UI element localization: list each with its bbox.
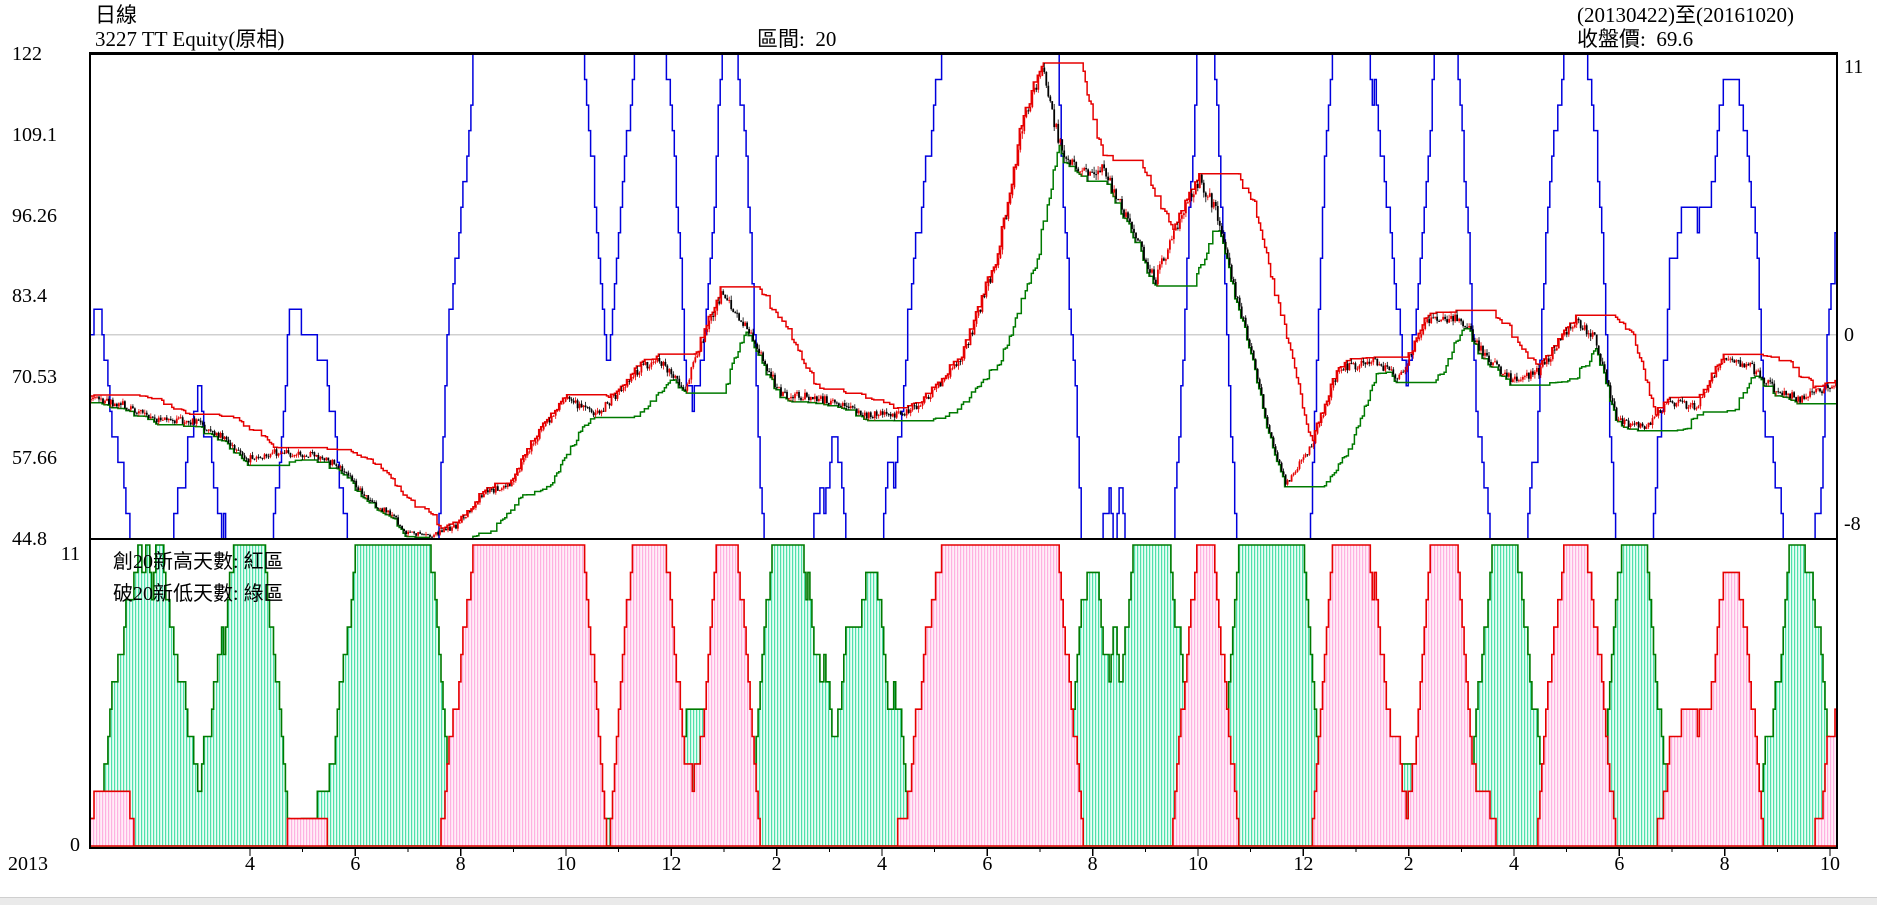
- x-axis-month-label: 4: [245, 853, 255, 875]
- x-axis-month-label: 10: [1188, 853, 1208, 875]
- count-axis-tick: 11: [60, 543, 80, 565]
- horizontal-scrollbar[interactable]: [0, 897, 1877, 905]
- price-axis-tick: 44.8: [12, 528, 47, 550]
- x-axis-month-label: 12: [661, 853, 682, 875]
- legend-new-high: 創20新高天數: 紅區: [113, 551, 284, 573]
- x-axis-month-label: 8: [1719, 853, 1730, 875]
- new-high-days-area: [91, 544, 1836, 847]
- x-axis-month-label: 2: [1403, 853, 1414, 875]
- symbol-label: 3227 TT Equity(原相): [95, 27, 285, 51]
- oscillator-axis-tick: -8: [1844, 513, 1861, 535]
- close-price-label: 收盤價: 69.6: [1577, 27, 1694, 51]
- x-axis-month-label: 12: [1293, 853, 1314, 875]
- interval-label: 區間: 20: [757, 27, 837, 51]
- x-axis-month-label: 8: [1087, 853, 1098, 875]
- upper-panel-series: [91, 55, 1836, 538]
- oscillator-line: [91, 55, 1836, 538]
- oscillator-axis-tick: 11: [1844, 56, 1864, 78]
- legend-new-low: 破20新低天數: 綠區: [113, 583, 284, 605]
- candle-bodies-up: [91, 67, 1836, 537]
- date-range-label: (20130422)至(20161020): [1577, 3, 1794, 27]
- x-axis-month-label: 6: [350, 853, 361, 875]
- x-axis-month-label: 4: [1509, 853, 1519, 875]
- rolling-high-line: [91, 62, 1836, 529]
- price-axis-tick: 122: [12, 43, 42, 65]
- candle-wicks-up: [91, 66, 1836, 538]
- price-axis-tick: 57.66: [12, 447, 57, 469]
- price-axis-tick: 70.53: [12, 366, 57, 388]
- x-axis-month-label: 2: [771, 853, 782, 875]
- candle-bodies-down: [98, 67, 1831, 538]
- x-axis-month-label: 4: [877, 853, 887, 875]
- price-axis-tick: 96.26: [12, 205, 57, 227]
- x-axis-month-label: 6: [982, 853, 993, 875]
- x-axis-year-label: 2013: [8, 853, 48, 875]
- x-axis-month-label: 6: [1614, 853, 1625, 875]
- oscillator-axis-tick: 0: [1844, 324, 1854, 346]
- rolling-low-line: [91, 144, 1836, 538]
- candle-wicks-down: [98, 63, 1831, 538]
- x-axis-month-label: 10: [556, 853, 576, 875]
- chart-frame: [89, 51, 1838, 856]
- x-axis-month-label: 10: [1820, 853, 1840, 875]
- period-label: 日線: [95, 3, 137, 27]
- price-axis-tick: 109.1: [12, 124, 57, 146]
- price-axis-tick: 83.4: [12, 285, 47, 307]
- lower-panel-series: [91, 544, 1836, 847]
- x-axis-month-label: 8: [455, 853, 466, 875]
- count-axis-tick: 0: [70, 834, 80, 856]
